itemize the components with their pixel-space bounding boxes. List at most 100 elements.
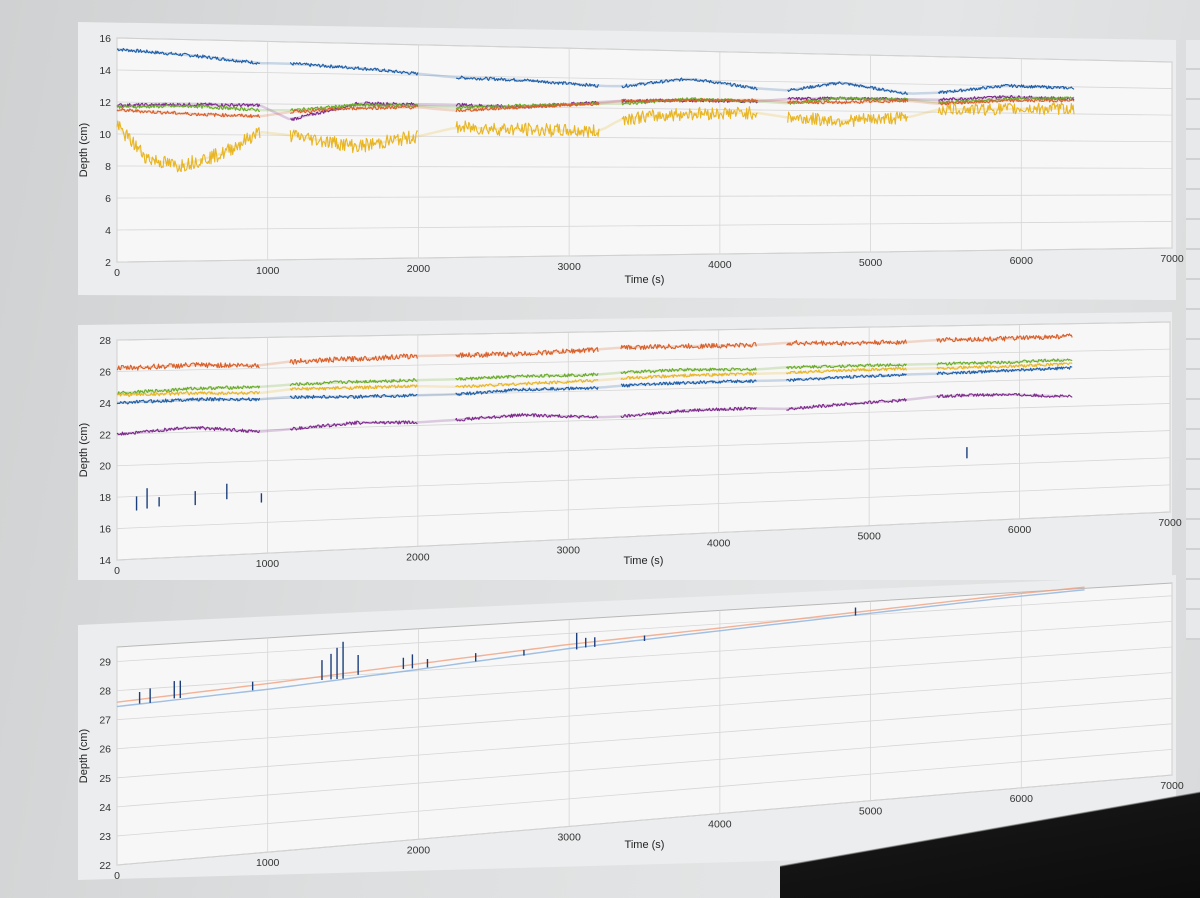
x-tick-label: 2000 [406, 551, 430, 563]
series-segment-yellow [289, 129, 419, 154]
y-tick-label: 26 [99, 366, 111, 378]
series-segment-blue [621, 77, 758, 91]
series-segment-orange [289, 105, 419, 115]
series-segment-blue [455, 386, 599, 397]
x-tick-label: 1000 [256, 857, 280, 869]
y-tick-label: 28 [99, 686, 111, 698]
series-green [116, 358, 1073, 396]
series-orange [116, 98, 1075, 119]
y-tick-label: 8 [105, 161, 111, 173]
x-tick-label: 1000 [256, 558, 280, 570]
x-tick-label: 1000 [256, 265, 280, 277]
series-segment-green [289, 378, 418, 387]
x-axis-label: Time (s) [624, 555, 664, 567]
series-segment-yellow [116, 390, 261, 397]
x-tick-label: 5000 [857, 531, 881, 543]
series-blue [116, 365, 1073, 405]
series-segment-blue [620, 379, 757, 388]
series-segment-green [787, 96, 909, 105]
y-tick-label: 10 [99, 129, 111, 141]
series-orange [116, 333, 1073, 371]
y-tick-label: 24 [99, 398, 111, 410]
series-segment-green [620, 367, 757, 375]
series-yellow [116, 362, 1073, 397]
monitor-bezel [780, 778, 1200, 898]
y-tick-label: 28 [99, 335, 111, 347]
series-segment-yellow [620, 371, 757, 381]
y-axis-label: Depth (cm) [78, 423, 90, 477]
y-gridline [116, 457, 1171, 498]
x-tick-label: 3000 [557, 261, 581, 273]
series-segment-orange [786, 339, 907, 347]
x-tick-label: 0 [114, 267, 120, 279]
y-tick-label: 29 [99, 657, 111, 669]
series-segment-orange [289, 353, 418, 365]
x-tick-label: 2000 [407, 844, 431, 856]
x-tick-label: 4000 [708, 259, 732, 271]
y-tick-label: 27 [99, 715, 111, 727]
figure-toolbar-strip [1186, 40, 1200, 640]
x-tick-label: 3000 [557, 831, 581, 843]
y-tick-label: 4 [105, 225, 111, 237]
series-segment-green [455, 372, 599, 381]
y-tick-label: 14 [99, 555, 111, 567]
series-segment-blue [455, 75, 600, 88]
y-gridline [116, 697, 1173, 779]
series-segment-blue [116, 397, 261, 405]
series-segment-purple [455, 412, 599, 422]
series-yellow [116, 102, 1075, 173]
x-tick-label: 6000 [1008, 524, 1032, 536]
series-segment-orange [620, 342, 757, 351]
x-tick-label: 6000 [1010, 255, 1034, 267]
series-segment-yellow [787, 111, 909, 128]
series-segment-green [785, 362, 907, 370]
series-segment-yellow [116, 120, 261, 173]
series-segment-orange [116, 108, 261, 119]
y-gridline [116, 723, 1173, 808]
y-axis-label: Depth (cm) [78, 729, 90, 783]
x-tick-label: 3000 [557, 544, 581, 556]
x-tick-label: 5000 [859, 257, 883, 269]
y-gridline [116, 247, 1173, 263]
series-segment-green [289, 102, 419, 112]
y-gridline [116, 484, 1171, 529]
series-segment-yellow [785, 366, 907, 375]
series-segment-yellow [936, 362, 1073, 370]
y-tick-label: 24 [99, 802, 111, 814]
series-segment-orange [455, 346, 599, 359]
chart-2: 0 1000 2000 3000 4000 5000 6000 7000 14 16 18 20 22 2… [78, 312, 1182, 580]
y-tick-label: 22 [99, 860, 111, 872]
y-gridline [116, 37, 1173, 63]
series-segment-blue [937, 83, 1075, 94]
y-gridline [116, 621, 1173, 691]
y-tick-label: 16 [99, 524, 111, 536]
y-tick-label: 26 [99, 744, 111, 756]
y-tick-label: 20 [99, 461, 111, 473]
y-tick-label: 18 [99, 492, 111, 504]
y-gridline [116, 194, 1173, 199]
series-segment-orange [455, 101, 600, 113]
series-segment-blue [289, 62, 419, 76]
series-segment-green [938, 96, 1075, 104]
series-segment-orange [938, 98, 1075, 106]
y-gridline [116, 749, 1173, 837]
series-trend-orange [116, 98, 1067, 118]
series-purple [116, 392, 1073, 436]
series-trend-light_blue [116, 589, 1085, 708]
charts: 0 1000 2000 3000 4000 5000 6000 700024681012141… [78, 22, 1184, 882]
series-segment-purple [620, 406, 757, 419]
chart-1: 0 1000 2000 3000 4000 5000 6000 7000 2 4 6 8 10 12 14 1… [78, 22, 1184, 300]
series-segment-blue [936, 365, 1073, 376]
series-segment-orange [787, 98, 909, 105]
y-gridline [116, 430, 1171, 467]
y-gridline [116, 511, 1171, 561]
series-segment-green [117, 385, 261, 396]
series-segment-yellow [621, 106, 758, 126]
x-axis-label: Time (s) [625, 839, 665, 851]
x-tick-label: 2000 [407, 263, 431, 275]
series-trend-salmon [116, 586, 1085, 703]
series-light_blue [116, 589, 1085, 708]
y-tick-label: 2 [105, 257, 111, 269]
series-blue [116, 47, 1075, 96]
x-tick-label: 0 [114, 870, 120, 882]
